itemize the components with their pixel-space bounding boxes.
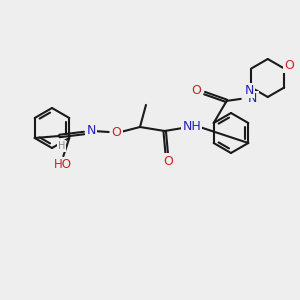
Text: O: O bbox=[284, 59, 294, 72]
Text: N: N bbox=[248, 92, 257, 105]
Text: HO: HO bbox=[54, 158, 72, 171]
Text: O: O bbox=[192, 84, 202, 97]
Text: H: H bbox=[58, 141, 65, 151]
Text: NH: NH bbox=[182, 121, 201, 134]
Text: O: O bbox=[164, 154, 174, 168]
Text: N: N bbox=[86, 124, 96, 137]
Text: O: O bbox=[112, 125, 122, 139]
Text: N: N bbox=[244, 84, 254, 97]
